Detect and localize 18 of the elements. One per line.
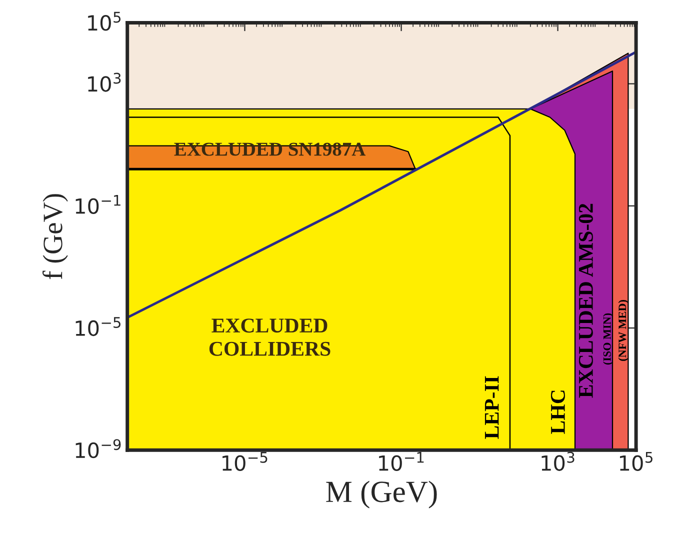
annotation: EXCLUDED AMS-02 <box>578 204 593 398</box>
y-tick-label: 10$^{3}$ <box>88 72 121 92</box>
x-tick-label: 10$^{−1}$ <box>379 452 424 471</box>
annotation: (NFW MED) <box>618 300 628 361</box>
x-axis-title: M (GeV) <box>326 480 437 508</box>
annotation: LHC <box>550 390 565 434</box>
x-tick-label: 10$^{5}$ <box>620 452 652 471</box>
annotation: EXCLUDED COLLIDERS <box>209 318 330 356</box>
y-tick-label: 10$^{−9}$ <box>76 439 121 458</box>
y-tick-label: 10$^{5}$ <box>88 12 121 31</box>
y-axis-title: f (GeV) <box>42 194 68 280</box>
annotation: (ISO MIN) <box>603 313 614 365</box>
x-tick-label: 10$^{3}$ <box>542 452 574 471</box>
annotation: EXCLUDED SN1987A <box>174 142 366 156</box>
y-tick-label: 10$^{−1}$ <box>76 195 120 214</box>
y-tick-label: 10$^{−5}$ <box>76 317 120 336</box>
x-tick-label: 10$^{−5}$ <box>222 452 268 471</box>
annotation: LEP-II <box>484 376 499 439</box>
